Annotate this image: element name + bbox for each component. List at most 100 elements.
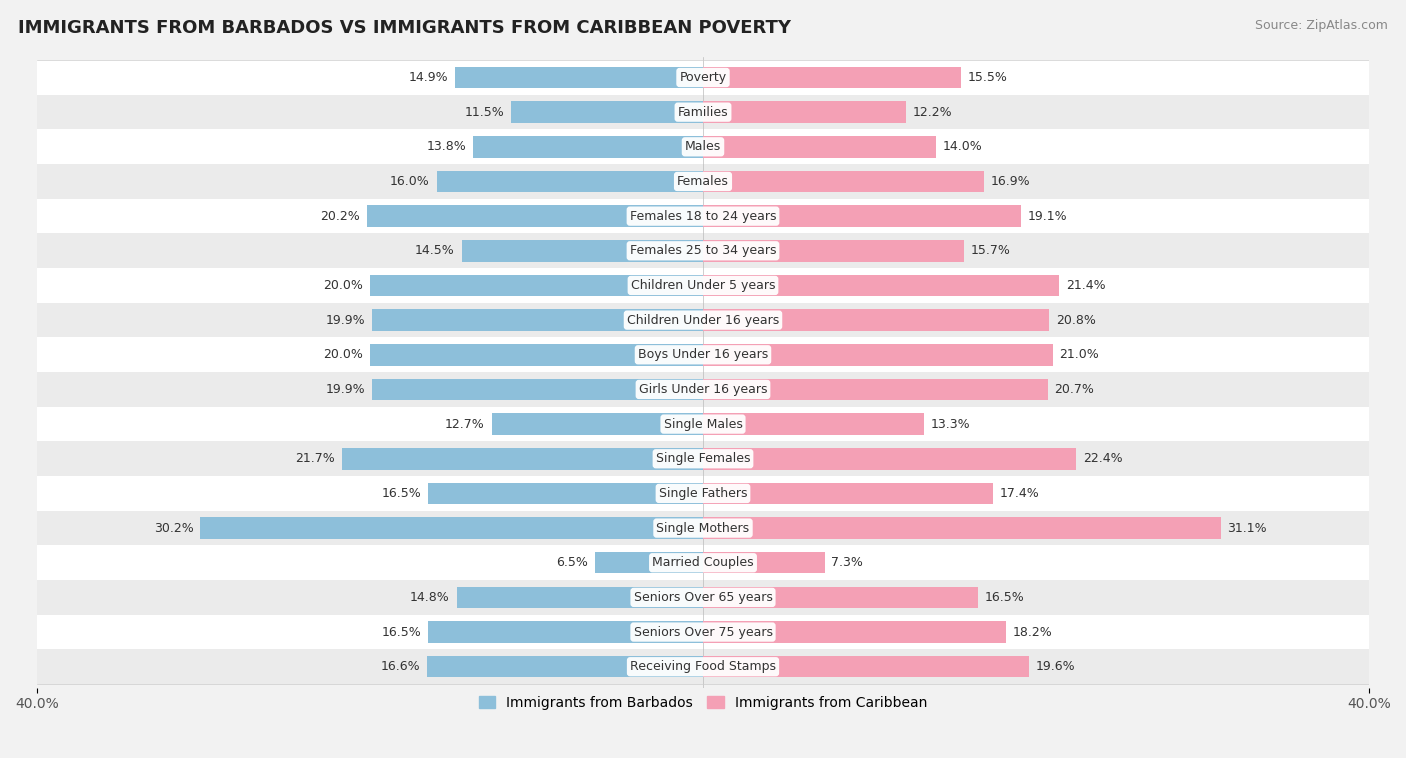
Bar [342,448,703,469]
Text: 20.7%: 20.7% [1054,383,1094,396]
Bar [37,615,1369,650]
Text: 17.4%: 17.4% [1000,487,1039,500]
Text: 20.0%: 20.0% [323,348,363,362]
Bar [37,199,1369,233]
Bar [703,656,1029,678]
Bar [703,274,1059,296]
Bar [429,622,703,643]
Bar [371,379,703,400]
Text: 18.2%: 18.2% [1012,625,1053,638]
Text: 11.5%: 11.5% [465,105,505,119]
Bar [457,587,703,608]
Bar [703,67,962,88]
Text: 15.7%: 15.7% [972,244,1011,257]
Bar [37,441,1369,476]
Text: Single Males: Single Males [664,418,742,431]
Text: Single Mothers: Single Mothers [657,522,749,534]
Text: 14.0%: 14.0% [943,140,983,153]
Text: 19.6%: 19.6% [1036,660,1076,673]
Bar [37,95,1369,130]
Bar [37,476,1369,511]
Bar [512,102,703,123]
Bar [426,656,703,678]
Text: Children Under 5 years: Children Under 5 years [631,279,775,292]
Bar [37,337,1369,372]
Bar [474,136,703,158]
Text: 13.3%: 13.3% [931,418,970,431]
Bar [371,309,703,330]
Text: Seniors Over 75 years: Seniors Over 75 years [634,625,772,638]
Bar [703,309,1049,330]
Text: 14.8%: 14.8% [411,591,450,604]
Text: Seniors Over 65 years: Seniors Over 65 years [634,591,772,604]
Bar [703,483,993,504]
Bar [703,240,965,262]
Text: Females 18 to 24 years: Females 18 to 24 years [630,210,776,223]
Bar [703,413,925,435]
Text: 12.2%: 12.2% [912,105,952,119]
Text: 16.5%: 16.5% [984,591,1024,604]
Text: Children Under 16 years: Children Under 16 years [627,314,779,327]
Bar [703,344,1053,365]
Bar [370,274,703,296]
Text: Poverty: Poverty [679,71,727,84]
Bar [703,102,907,123]
Text: IMMIGRANTS FROM BARBADOS VS IMMIGRANTS FROM CARIBBEAN POVERTY: IMMIGRANTS FROM BARBADOS VS IMMIGRANTS F… [18,19,792,37]
Bar [37,407,1369,441]
Text: 19.9%: 19.9% [325,314,366,327]
Text: 12.7%: 12.7% [446,418,485,431]
Bar [703,136,936,158]
Bar [200,518,703,539]
Text: 31.1%: 31.1% [1227,522,1267,534]
Bar [367,205,703,227]
Bar [37,546,1369,580]
Bar [703,171,984,193]
Bar [703,622,1007,643]
Text: 7.3%: 7.3% [831,556,863,569]
Bar [461,240,703,262]
Bar [595,552,703,574]
Bar [37,60,1369,95]
Bar [37,233,1369,268]
Text: Females 25 to 34 years: Females 25 to 34 years [630,244,776,257]
Text: Source: ZipAtlas.com: Source: ZipAtlas.com [1254,19,1388,32]
Text: Females: Females [678,175,728,188]
Bar [37,302,1369,337]
Text: 16.0%: 16.0% [389,175,430,188]
Legend: Immigrants from Barbados, Immigrants from Caribbean: Immigrants from Barbados, Immigrants fro… [474,691,932,716]
Text: Single Fathers: Single Fathers [659,487,747,500]
Text: Males: Males [685,140,721,153]
Bar [703,518,1220,539]
Text: 15.5%: 15.5% [967,71,1008,84]
Text: 13.8%: 13.8% [427,140,467,153]
Bar [703,587,977,608]
Bar [436,171,703,193]
Bar [37,580,1369,615]
Bar [703,379,1047,400]
Bar [703,552,824,574]
Text: 20.2%: 20.2% [321,210,360,223]
Text: 14.5%: 14.5% [415,244,456,257]
Bar [37,511,1369,546]
Text: 21.4%: 21.4% [1066,279,1105,292]
Text: 21.0%: 21.0% [1059,348,1099,362]
Text: Married Couples: Married Couples [652,556,754,569]
Text: Girls Under 16 years: Girls Under 16 years [638,383,768,396]
Bar [37,268,1369,302]
Bar [37,372,1369,407]
Text: Boys Under 16 years: Boys Under 16 years [638,348,768,362]
Text: 6.5%: 6.5% [557,556,588,569]
Text: 20.0%: 20.0% [323,279,363,292]
Text: 16.5%: 16.5% [382,625,422,638]
Bar [456,67,703,88]
Bar [429,483,703,504]
Bar [492,413,703,435]
Text: Single Females: Single Females [655,453,751,465]
Text: 20.8%: 20.8% [1056,314,1095,327]
Text: 30.2%: 30.2% [153,522,194,534]
Text: 14.9%: 14.9% [409,71,449,84]
Bar [37,164,1369,199]
Text: 21.7%: 21.7% [295,453,335,465]
Bar [37,130,1369,164]
Bar [703,205,1021,227]
